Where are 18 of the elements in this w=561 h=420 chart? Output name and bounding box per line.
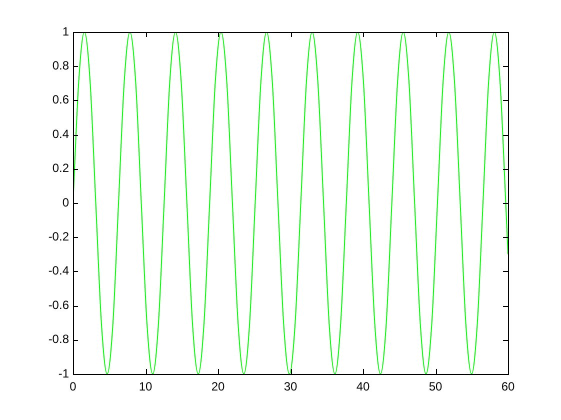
- x-tick-label: 40: [356, 380, 370, 394]
- y-tick-label: 1: [62, 24, 70, 38]
- x-tick-label: 60: [501, 380, 515, 394]
- y-tick-label: 0.2: [52, 161, 70, 176]
- x-tick-label: 10: [138, 380, 152, 394]
- line-series: [73, 32, 508, 374]
- y-tick-label: 0.8: [52, 58, 70, 73]
- y-tick-label: -0.6: [48, 298, 70, 312]
- x-tick-label: 20: [211, 380, 225, 394]
- y-tick-label: 0.4: [52, 126, 70, 141]
- y-tick-label: -1: [58, 366, 70, 380]
- x-tick-label: 30: [284, 380, 298, 394]
- y-tick-label: 0.6: [52, 92, 70, 107]
- x-tick-label: 50: [428, 380, 442, 394]
- y-tick-label: -0.8: [48, 332, 70, 346]
- y-tick-label: 0: [62, 195, 70, 210]
- y-tick-label: -0.2: [48, 230, 70, 244]
- y-tick-label: -0.4: [48, 264, 70, 278]
